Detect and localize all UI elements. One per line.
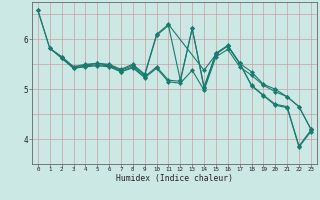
- X-axis label: Humidex (Indice chaleur): Humidex (Indice chaleur): [116, 174, 233, 183]
